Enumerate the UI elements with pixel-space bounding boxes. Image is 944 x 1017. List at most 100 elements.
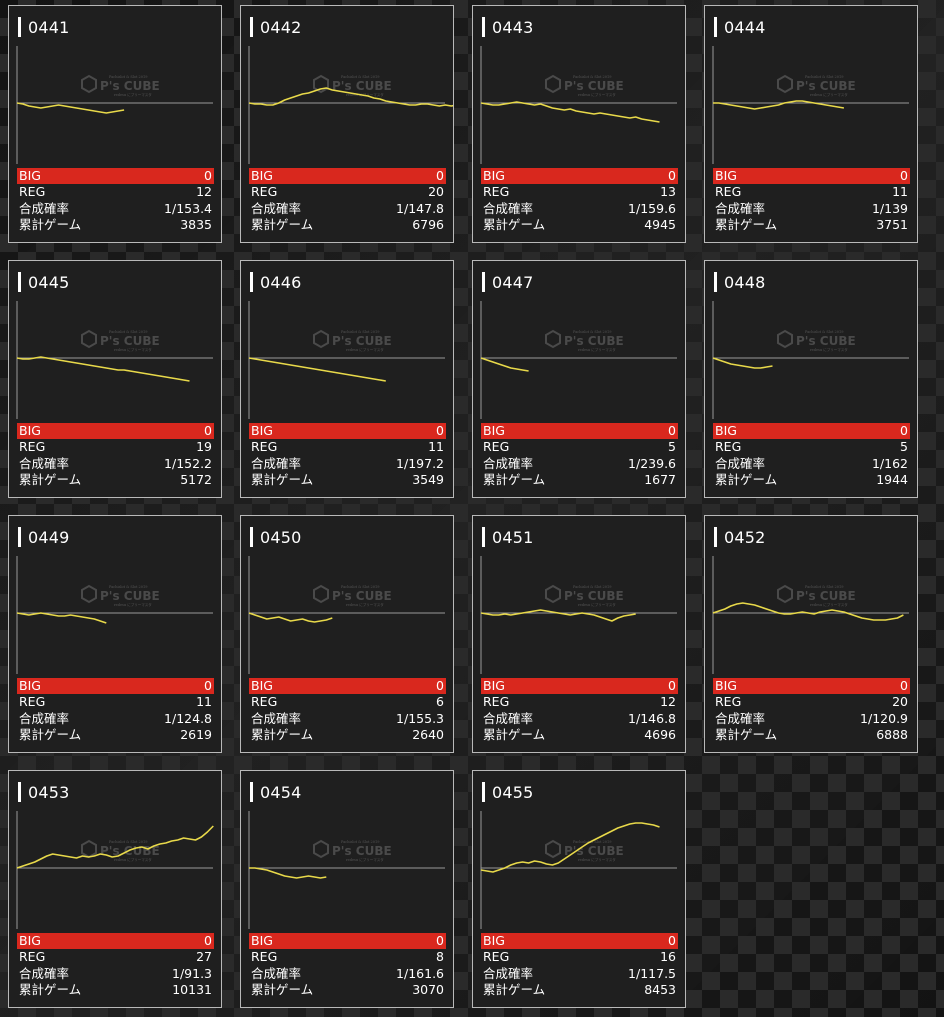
stat-value: 0 bbox=[436, 678, 444, 693]
machine-card[interactable]: 0453 P's CUBE Pachislot & Slot 2019 redesu … bbox=[8, 770, 222, 1008]
svg-text:P's CUBE: P's CUBE bbox=[796, 334, 856, 348]
stat-value: 27 bbox=[196, 949, 212, 964]
machine-card[interactable]: 0444 P's CUBE Pachislot & Slot 2019 redesu … bbox=[704, 5, 918, 243]
stat-value: 1/147.8 bbox=[396, 200, 444, 216]
total-games-row: 累計ゲーム 3751 bbox=[713, 217, 910, 234]
stat-value: 1/162 bbox=[871, 455, 908, 471]
stat-label: 累計ゲーム bbox=[715, 727, 778, 742]
stat-label: BIG bbox=[715, 678, 737, 693]
stat-value: 1/159.6 bbox=[628, 200, 676, 216]
reg-row: REG 11 bbox=[17, 694, 214, 711]
probability-row: 合成確率 1/162 bbox=[713, 456, 910, 473]
stat-label: BIG bbox=[19, 168, 41, 183]
machine-card[interactable]: 0443 P's CUBE Pachislot & Slot 2019 redesu … bbox=[472, 5, 686, 243]
stat-label: REG bbox=[251, 949, 278, 964]
slump-line bbox=[249, 867, 327, 879]
machine-card[interactable]: 0446 P's CUBE Pachislot & Slot 2019 redesu … bbox=[240, 260, 454, 498]
stat-label: 累計ゲーム bbox=[251, 727, 314, 742]
machine-header: 0454 bbox=[250, 781, 302, 803]
stat-value: 6888 bbox=[876, 727, 908, 742]
stat-value: 5 bbox=[900, 439, 908, 454]
stat-label: BIG bbox=[19, 423, 41, 438]
stat-value: 1944 bbox=[876, 472, 908, 487]
slump-line bbox=[248, 357, 386, 382]
svg-text:P's CUBE: P's CUBE bbox=[564, 844, 624, 858]
svg-text:P's CUBE: P's CUBE bbox=[564, 79, 624, 93]
svg-text:P's CUBE: P's CUBE bbox=[100, 79, 160, 93]
machine-card[interactable]: 0441 P's CUBE Pachislot & Slot 2019 redesu … bbox=[8, 5, 222, 243]
machine-card[interactable]: 0449 P's CUBE Pachislot & Slot 2019 redesu … bbox=[8, 515, 222, 753]
header-accent-bar bbox=[714, 272, 717, 292]
svg-text:redesu にプリーマスタ: redesu にプリーマスタ bbox=[578, 602, 616, 607]
total-games-row: 累計ゲーム 2619 bbox=[17, 727, 214, 744]
machine-number: 0448 bbox=[724, 272, 766, 292]
probability-row: 合成確率 1/124.8 bbox=[17, 711, 214, 728]
stat-label: 合成確率 bbox=[483, 965, 534, 981]
stat-label: BIG bbox=[715, 423, 737, 438]
machine-card[interactable]: 0452 P's CUBE Pachislot & Slot 2019 redesu … bbox=[704, 515, 918, 753]
machine-header: 0445 bbox=[18, 271, 70, 293]
stat-label: BIG bbox=[715, 168, 737, 183]
big-row: BIG 0 bbox=[713, 678, 910, 694]
stat-label: REG bbox=[483, 439, 510, 454]
reg-row: REG 27 bbox=[17, 949, 214, 966]
svg-text:Pachislot & Slot 2019: Pachislot & Slot 2019 bbox=[573, 840, 611, 844]
big-row: BIG 0 bbox=[249, 423, 446, 439]
total-games-row: 累計ゲーム 5172 bbox=[17, 472, 214, 489]
machine-card[interactable]: 0445 P's CUBE Pachislot & Slot 2019 redesu … bbox=[8, 260, 222, 498]
probability-row: 合成確率 1/155.3 bbox=[249, 711, 446, 728]
machine-card[interactable]: 0451 P's CUBE Pachislot & Slot 2019 redesu … bbox=[472, 515, 686, 753]
machine-card[interactable]: 0454 P's CUBE Pachislot & Slot 2019 redesu … bbox=[240, 770, 454, 1008]
stat-value: 0 bbox=[668, 678, 676, 693]
stat-label: REG bbox=[483, 184, 510, 199]
stat-value: 4696 bbox=[644, 727, 676, 742]
header-accent-bar bbox=[714, 527, 717, 547]
stat-label: BIG bbox=[251, 423, 273, 438]
stat-label: BIG bbox=[483, 168, 505, 183]
stat-value: 1677 bbox=[644, 472, 676, 487]
big-row: BIG 0 bbox=[17, 423, 214, 439]
machine-stats: BIG 0 REG 19 合成確率 1/152.2 累計ゲーム 5172 bbox=[17, 423, 214, 489]
machine-card[interactable]: 0448 P's CUBE Pachislot & Slot 2019 redesu … bbox=[704, 260, 918, 498]
reg-row: REG 5 bbox=[481, 439, 678, 456]
stat-value: 3549 bbox=[412, 472, 444, 487]
machine-number: 0449 bbox=[28, 527, 70, 547]
machine-card[interactable]: 0455 P's CUBE Pachislot & Slot 2019 redesu … bbox=[472, 770, 686, 1008]
total-games-row: 累計ゲーム 6796 bbox=[249, 217, 446, 234]
stat-value: 8 bbox=[436, 949, 444, 964]
stat-label: 合成確率 bbox=[715, 455, 766, 471]
stat-label: 累計ゲーム bbox=[19, 727, 82, 742]
machine-header: 0451 bbox=[482, 526, 534, 548]
machine-card[interactable]: 0442 P's CUBE Pachislot & Slot 2019 redesu … bbox=[240, 5, 454, 243]
reg-row: REG 20 bbox=[249, 184, 446, 201]
machine-card[interactable]: 0450 P's CUBE Pachislot & Slot 2019 redesu … bbox=[240, 515, 454, 753]
reg-row: REG 5 bbox=[713, 439, 910, 456]
stat-value: 13 bbox=[660, 184, 676, 199]
machine-stats: BIG 0 REG 11 合成確率 1/124.8 累計ゲーム 2619 bbox=[17, 678, 214, 744]
machine-card[interactable]: 0447 P's CUBE Pachislot & Slot 2019 redesu … bbox=[472, 260, 686, 498]
machine-stats: BIG 0 REG 27 合成確率 1/91.3 累計ゲーム 10131 bbox=[17, 933, 214, 999]
stat-label: 累計ゲーム bbox=[483, 982, 546, 997]
header-accent-bar bbox=[250, 782, 253, 802]
stat-value: 10131 bbox=[172, 982, 212, 997]
machine-stats: BIG 0 REG 11 合成確率 1/197.2 累計ゲーム 3549 bbox=[249, 423, 446, 489]
total-games-row: 累計ゲーム 3835 bbox=[17, 217, 214, 234]
stat-value: 1/161.6 bbox=[396, 965, 444, 981]
big-row: BIG 0 bbox=[249, 933, 446, 949]
total-games-row: 累計ゲーム 4696 bbox=[481, 727, 678, 744]
probability-row: 合成確率 1/153.4 bbox=[17, 201, 214, 218]
stat-value: 1/139 bbox=[871, 200, 908, 216]
stat-value: 11 bbox=[196, 694, 212, 709]
slump-line bbox=[480, 357, 529, 372]
machine-header: 0449 bbox=[18, 526, 70, 548]
